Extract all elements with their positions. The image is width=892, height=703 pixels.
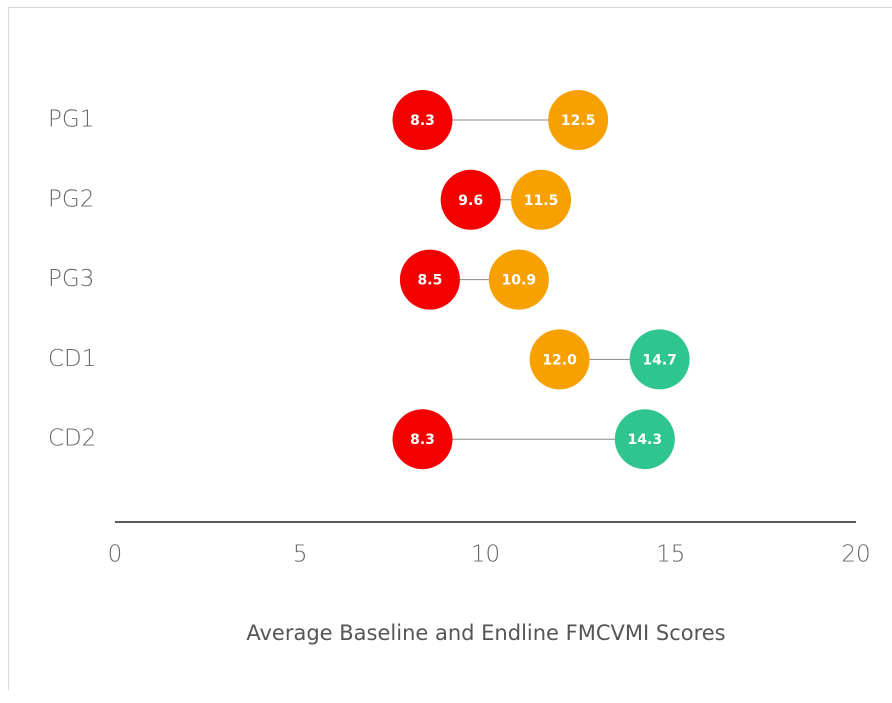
dot bbox=[440, 169, 501, 230]
dot-label: 12.5 bbox=[561, 113, 596, 129]
dot bbox=[614, 409, 675, 470]
dot bbox=[529, 329, 590, 390]
x-tick-label: 20 bbox=[841, 542, 870, 568]
dot bbox=[392, 90, 453, 150]
x-axis-label: Average Baseline and Endline FMCVMI Scor… bbox=[246, 621, 725, 645]
dot-label: 8.3 bbox=[410, 113, 435, 129]
dot bbox=[488, 249, 549, 310]
dot-label: 11.5 bbox=[524, 193, 559, 209]
x-tick-label: 0 bbox=[108, 542, 123, 568]
dot-label: 8.5 bbox=[418, 273, 443, 289]
dot bbox=[548, 90, 609, 150]
category-label: PG3 bbox=[48, 266, 94, 292]
x-tick-label: 5 bbox=[293, 542, 308, 568]
x-tick-label: 15 bbox=[656, 542, 685, 568]
category-label: PG2 bbox=[48, 186, 94, 212]
x-tick-label: 10 bbox=[471, 542, 500, 568]
dot-label: 9.6 bbox=[458, 193, 483, 209]
category-label: CD2 bbox=[48, 426, 96, 452]
dot bbox=[399, 249, 460, 310]
dot-label: 12.0 bbox=[542, 352, 577, 368]
category-label: CD1 bbox=[48, 346, 96, 372]
dot bbox=[629, 329, 690, 390]
dot-label: 8.3 bbox=[410, 432, 435, 448]
category-label: PG1 bbox=[48, 107, 94, 133]
dot-label: 10.9 bbox=[502, 273, 537, 289]
dot bbox=[392, 409, 453, 470]
dot bbox=[511, 169, 572, 230]
dot-label: 14.7 bbox=[642, 352, 677, 368]
dot-label: 14.3 bbox=[628, 432, 663, 448]
